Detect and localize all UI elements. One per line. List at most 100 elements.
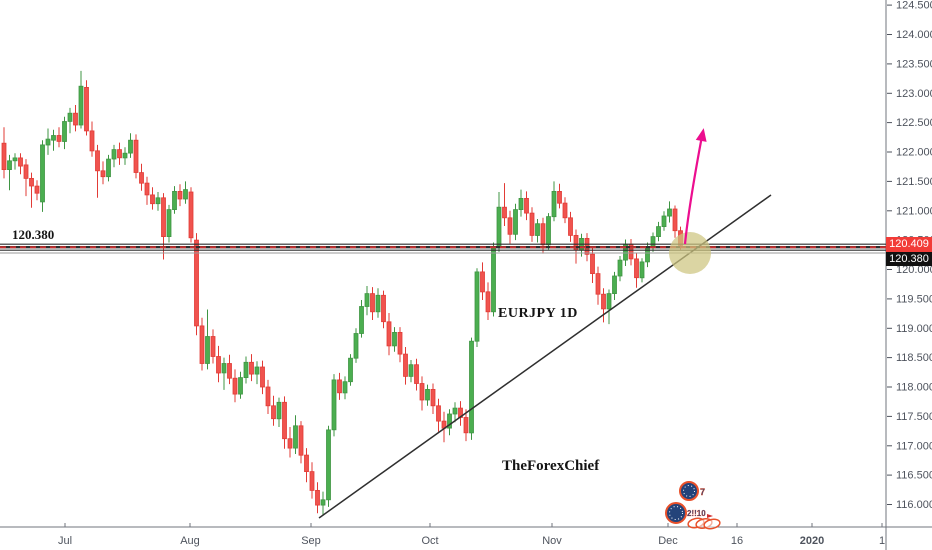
candle-body [485,291,491,313]
time-tick-label: 1 [879,535,885,547]
symbol-watermark: EURJPY 1D [498,306,578,321]
candle-body [436,405,441,422]
candle-body [557,190,562,204]
price-tick-label: 116.000 [896,499,932,511]
candle-body [293,425,298,449]
candle-body [45,138,51,146]
candle-body [106,158,111,178]
time-tick-label: Nov [542,535,562,547]
breakout-arrow[interactable] [683,128,707,245]
candle-body [34,185,40,194]
candle-body [496,206,502,247]
price-tick-label: 121.500 [896,176,932,188]
logo-bottom-text: 2!!10 [687,509,706,518]
price-tick-label: 117.500 [896,411,932,423]
candle-body [337,379,342,394]
candle-body [331,379,337,431]
candle-body [7,160,12,171]
candle-body [518,197,524,210]
hline-price-badge: 120.380 [886,252,932,266]
candle-body [254,366,260,375]
candle-body [265,386,271,407]
candle-body [304,454,309,473]
candle-body [95,150,100,172]
price-tick-label: 122.500 [896,117,932,129]
candle-body [166,209,172,238]
candle-body [480,271,485,293]
time-tick-label: Oct [421,535,438,547]
candle-body [601,293,606,310]
candle-body [419,383,425,401]
candle-body [425,388,430,401]
candle-body [568,217,573,236]
price-tick-label: 120.000 [896,264,932,276]
time-scale[interactable]: Jul Aug Sep Oct Nov Dec 16 2020 1 [0,523,932,547]
candle-body [122,152,128,159]
candle-body [639,261,645,279]
candle-body [117,149,122,159]
logo-bottom-coin [665,502,687,524]
candle-body [276,401,282,420]
time-tick-label: Dec [658,535,678,547]
price-tick-label: 123.000 [896,88,932,100]
candle-body [502,206,507,219]
candle-body [227,363,232,379]
candle-body [183,189,188,200]
last-price-badge: 120.409 [886,237,932,252]
candlestick-series[interactable] [1,70,683,516]
candle-body [562,202,568,219]
candle-body [282,401,287,440]
candle-body [348,357,353,383]
candle-body [216,356,221,374]
candle-body [111,149,117,160]
candle-body [540,223,546,246]
candle-body [551,190,557,218]
candle-body [84,87,89,132]
logo-top-text: 7 [700,487,705,497]
horizontal-line-120380[interactable] [0,243,886,254]
candle-body [89,130,95,152]
candle-body [645,246,650,263]
candle-body [232,377,238,395]
candle-body [128,139,133,154]
candle-body [210,336,216,357]
candle-body [397,331,403,355]
candle-body [342,381,348,394]
candle-body [612,275,617,295]
candle-body [40,144,45,203]
candle-body [513,209,518,235]
candle-body [667,208,672,217]
candle-body [177,190,183,200]
candle-body [430,388,436,407]
candle-body [18,157,23,167]
price-tick-label: 116.500 [896,470,932,482]
price-tick-label: 121.000 [896,205,932,217]
candle-body [172,190,177,210]
candle-body [364,293,370,307]
time-tick-label: Aug [180,535,200,547]
candle-body [23,164,29,179]
candle-body [150,194,155,205]
logo-flag-icon [707,514,713,518]
time-tick-label: 2020 [800,535,824,547]
candle-body [672,208,678,232]
candle-body [326,429,331,501]
price-tick-label: 118.000 [896,382,932,394]
price-tick-label: 118.500 [896,352,932,364]
candle-body [155,197,161,205]
time-tick-label: 16 [731,535,743,547]
candle-body [188,191,194,239]
highlight-circle[interactable] [669,232,711,274]
time-tick-label: Jul [58,535,72,547]
price-scale[interactable]: 116.000 116.500 117.000 117.500 118.000 118.5… [885,0,932,550]
candle-body [133,139,139,173]
candle-body [386,321,392,347]
candle-body [73,112,78,126]
candle-body [656,226,661,238]
candle-body [287,438,293,449]
candle-body [595,273,601,295]
arrow-head-icon [695,128,707,142]
price-tick-label: 123.500 [896,58,932,70]
